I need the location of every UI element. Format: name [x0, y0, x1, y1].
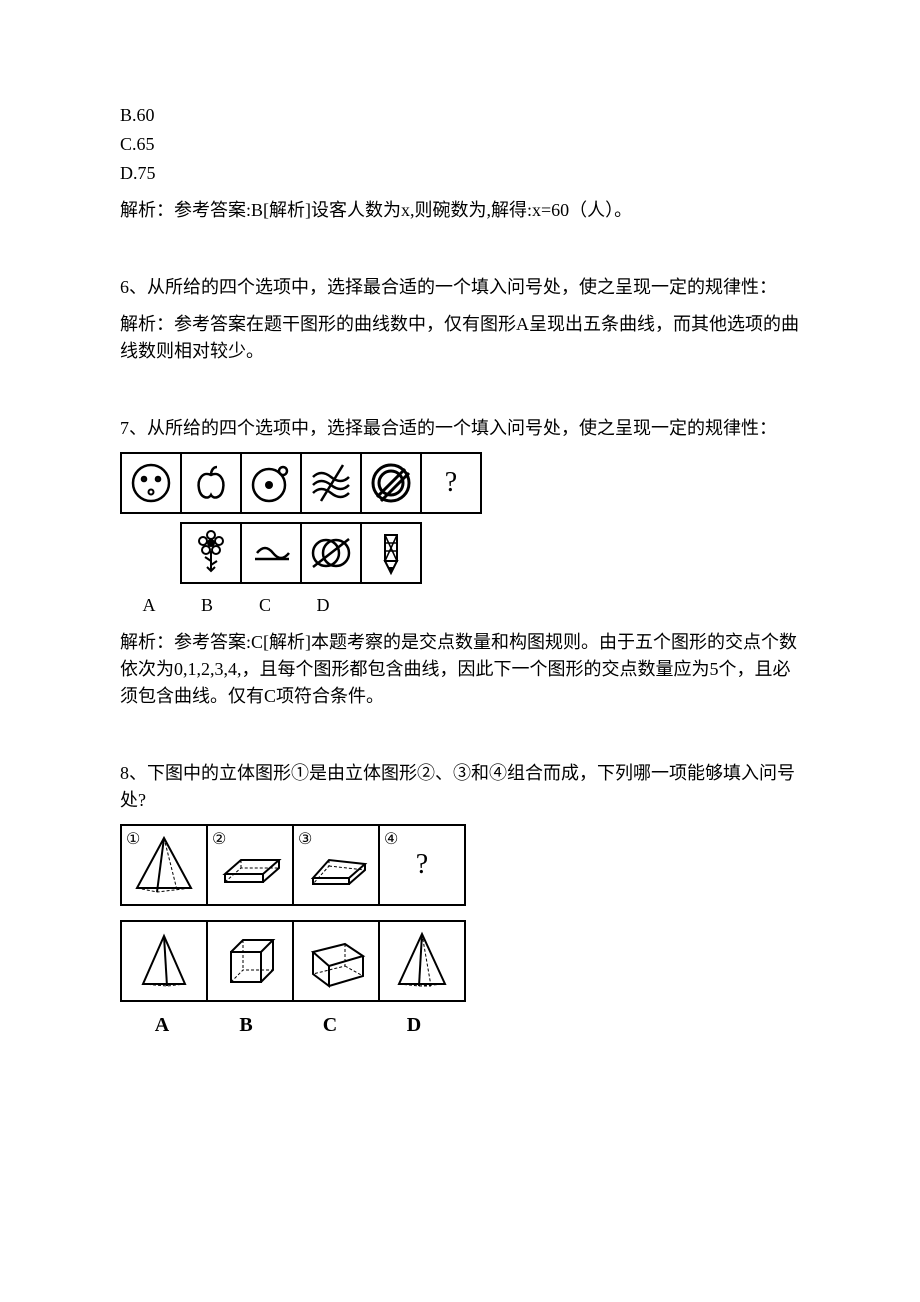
q7-opt-A-flower-icon [180, 522, 242, 584]
q7-seq-3-circle-dot-icon [242, 452, 302, 514]
q7-seq-1-face-icon [120, 452, 182, 514]
q7-label-C: C [236, 592, 294, 619]
q8-circled-4: ④ [384, 828, 398, 852]
q8-opt-A-tetra-icon [120, 920, 208, 1002]
q7-opt-D-pencil-icon [362, 522, 422, 584]
q8-stem: 8、下图中的立体图形①是由立体图形②、③和④组合而成，下列哪一项能够填入问号处? [120, 760, 800, 814]
q8-given-4-qmark: ④ ? [380, 824, 466, 906]
q8-given-row: ① ② ③ [120, 824, 800, 906]
q7-seq-2-apple-icon [182, 452, 242, 514]
q7-option-labels: A B C D [120, 592, 800, 619]
q8-circled-1: ① [126, 828, 140, 852]
q8-label-C: C [288, 1010, 372, 1040]
q7-stem: 7、从所给的四个选项中，选择最合适的一个填入问号处，使之呈现一定的规律性： [120, 415, 800, 442]
q7-sequence-row: ? [120, 452, 800, 514]
page-content: B.60 C.65 D.75 解析：参考答案:B[解析]设客人数为x,则碗数为,… [0, 0, 920, 1100]
q8-label-D: D [372, 1010, 456, 1040]
q7-label-B: B [178, 592, 236, 619]
q7-block: 7、从所给的四个选项中，选择最合适的一个填入问号处，使之呈现一定的规律性： [120, 415, 800, 710]
q7-seq-qmark: ? [422, 452, 482, 514]
q8-label-A: A [120, 1010, 204, 1040]
q8-label-B: B [204, 1010, 288, 1040]
q8-block: 8、下图中的立体图形①是由立体图形②、③和④组合而成，下列哪一项能够填入问号处?… [120, 760, 800, 1040]
q7-opt-C-overlap-circles-icon [302, 522, 362, 584]
q6-analysis: 解析：参考答案在题干图形的曲线数中，仅有图形A呈现出五条曲线，而其他选项的曲线数… [120, 311, 800, 365]
q7-seq-5-circle-lines-icon [362, 452, 422, 514]
q5-option-B: B.60 [120, 102, 800, 129]
q8-opt-C-prism2-icon [294, 920, 380, 1002]
q8-opt-D-pyramid2-icon [380, 920, 466, 1002]
q7-analysis: 解析：参考答案:C[解析]本题考察的是交点数量和构图规则。由于五个图形的交点个数… [120, 629, 800, 710]
q7-seq-4-waves-icon [302, 452, 362, 514]
q8-given-2-prism-icon: ② [208, 824, 294, 906]
q8-given-3-wedge-icon: ③ [294, 824, 380, 906]
q7-qmark-text: ? [445, 462, 457, 504]
q7-options-row [180, 522, 800, 584]
q8-given-1-pyramid-icon: ① [120, 824, 208, 906]
q6-stem: 6、从所给的四个选项中，选择最合适的一个填入问号处，使之呈现一定的规律性： [120, 274, 800, 301]
q8-opt-B-cube-icon [208, 920, 294, 1002]
q8-qmark-text: ? [416, 844, 428, 886]
q8-options-row [120, 920, 800, 1002]
q8-option-labels: A B C D [120, 1010, 800, 1040]
q7-opt-B-wave-line-icon [242, 522, 302, 584]
q5-option-C: C.65 [120, 131, 800, 158]
q7-label-A: A [120, 592, 178, 619]
q8-circled-3: ③ [298, 828, 312, 852]
q5-analysis: 解析：参考答案:B[解析]设客人数为x,则碗数为,解得:x=60（人）。 [120, 197, 800, 224]
q5-option-D: D.75 [120, 160, 800, 187]
q8-circled-2: ② [212, 828, 226, 852]
q6-block: 6、从所给的四个选项中，选择最合适的一个填入问号处，使之呈现一定的规律性： 解析… [120, 274, 800, 365]
q7-label-D: D [294, 592, 352, 619]
